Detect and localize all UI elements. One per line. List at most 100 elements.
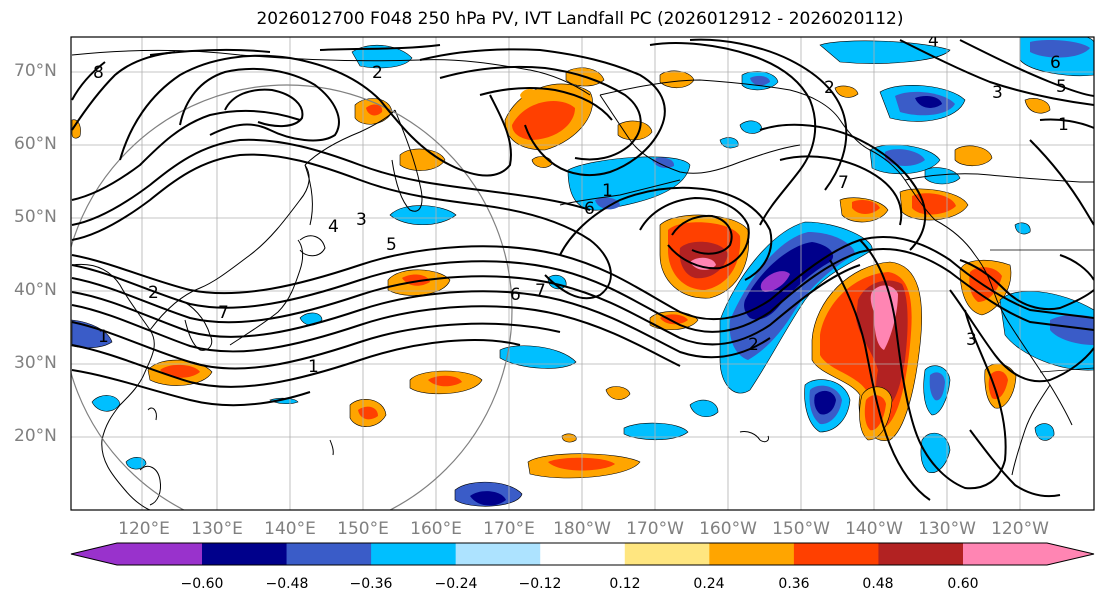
contour-label: 2 [748,335,759,355]
contour-line [969,429,1061,498]
coastline-philippines [139,465,161,506]
coastline-siberia [71,49,591,96]
coastline-hawaii [739,431,769,443]
contour-labels: 8 2 4 6 3 1 5 7 1 2 3 4 5 6 7 1 2 3 6 7 … [93,31,1069,377]
contour-label: 3 [356,210,367,230]
colorbar-segment [624,543,710,565]
lon-label: 150°E [337,519,389,539]
lon-label: 180°W [553,519,611,539]
coastline-okhotsk [304,109,396,166]
pv-blob [269,397,299,405]
contour-label: 2 [372,63,383,83]
coastline-micronesia [329,439,334,456]
contour-line [71,236,1094,321]
colorbar-segment [709,543,795,565]
contour-line [859,239,1007,490]
pv-blob [954,145,993,167]
pv-blob [689,399,719,418]
pv-blob [834,85,859,98]
pv-blob [852,200,880,214]
pv-blob [864,395,886,431]
lon-label: 170°E [483,519,535,539]
colorbar-tick-label: 0.24 [693,576,725,592]
pv-blob [567,156,691,211]
pv-contours [71,38,1094,501]
coastline-alaska [599,79,936,221]
contour-line [439,65,642,161]
reference-circle [71,84,513,510]
colorbar-segment [371,543,457,565]
contour-label: 8 [93,63,104,83]
pv-blob [690,257,716,270]
pv-blob [561,433,577,443]
pv-blob [660,314,688,325]
colorbar-tick-label: −0.60 [180,576,224,592]
coastline-alaska-west [599,94,801,174]
colorbar-tick-label: 0.12 [609,576,641,592]
pv-blob [366,104,383,116]
contour-line [149,48,271,56]
pv-blob [520,88,540,103]
border-us-mexico [1039,367,1094,373]
pv-blob [351,44,413,69]
lon-label: 120°W [991,519,1049,539]
colorbar-segment [963,543,1094,565]
colorbar-tick-label: 0.48 [862,576,894,592]
colorbar-segment [286,543,372,565]
contour-line [419,48,666,177]
contour-label: 6 [510,285,521,305]
pv-blob [988,370,1008,400]
colorbar-tick-label: 0.36 [778,576,810,592]
contour-line [639,196,750,270]
contour-line [71,51,176,131]
contour-line [71,321,561,370]
coastlines [71,49,1094,510]
coastline-korea [179,299,213,351]
colorbar-tick-label: 0.60 [947,576,979,592]
pv-blob [91,395,121,412]
contour-line [829,259,931,501]
colorbar-segment [793,543,879,565]
contour-line [71,339,521,388]
contour-label: 5 [1056,77,1067,97]
lon-label: 140°E [264,519,316,539]
contour-label: 6 [584,199,595,219]
contour-line [224,88,304,128]
contour-label: 2 [148,283,159,303]
contour-line [179,67,340,142]
contour-label: 4 [328,217,339,237]
coastline-sakhalin [304,164,313,226]
contour-line [959,259,1094,310]
coastline-aleutians [559,179,681,206]
contour-label: 4 [928,31,939,51]
pv-blob [814,390,836,415]
lat-label: 50°N [14,207,57,227]
pv-blob [1014,222,1031,235]
contour-line [71,61,106,101]
pv-blob [744,242,834,320]
map-title: 2026012700 F048 250 hPa PV, IVT Landfall… [256,9,904,29]
contour-line [959,39,1094,97]
contour-line [559,186,773,281]
contour-line [899,39,1094,106]
lon-label: 150°W [772,519,830,539]
contour-line [319,44,441,51]
colorbar [70,542,1095,566]
lon-label: 130°E [191,519,243,539]
pv-blob [1050,314,1094,345]
pv-blob [750,75,770,86]
contour-line [1039,118,1094,129]
contour-label: 7 [535,281,546,301]
pv-blob [428,375,462,387]
contour-line [71,290,771,359]
pv-blob [548,457,615,471]
coastline-bc [934,219,1073,426]
contour-label: 5 [386,235,397,255]
contour-label: 7 [218,303,229,323]
contour-line [71,153,612,300]
contour-line [71,304,681,367]
pv-blob [125,457,147,470]
coastline-japan [229,239,304,346]
colorbar-tick-label: −0.48 [265,576,309,592]
contour-label: 1 [1058,115,1069,135]
